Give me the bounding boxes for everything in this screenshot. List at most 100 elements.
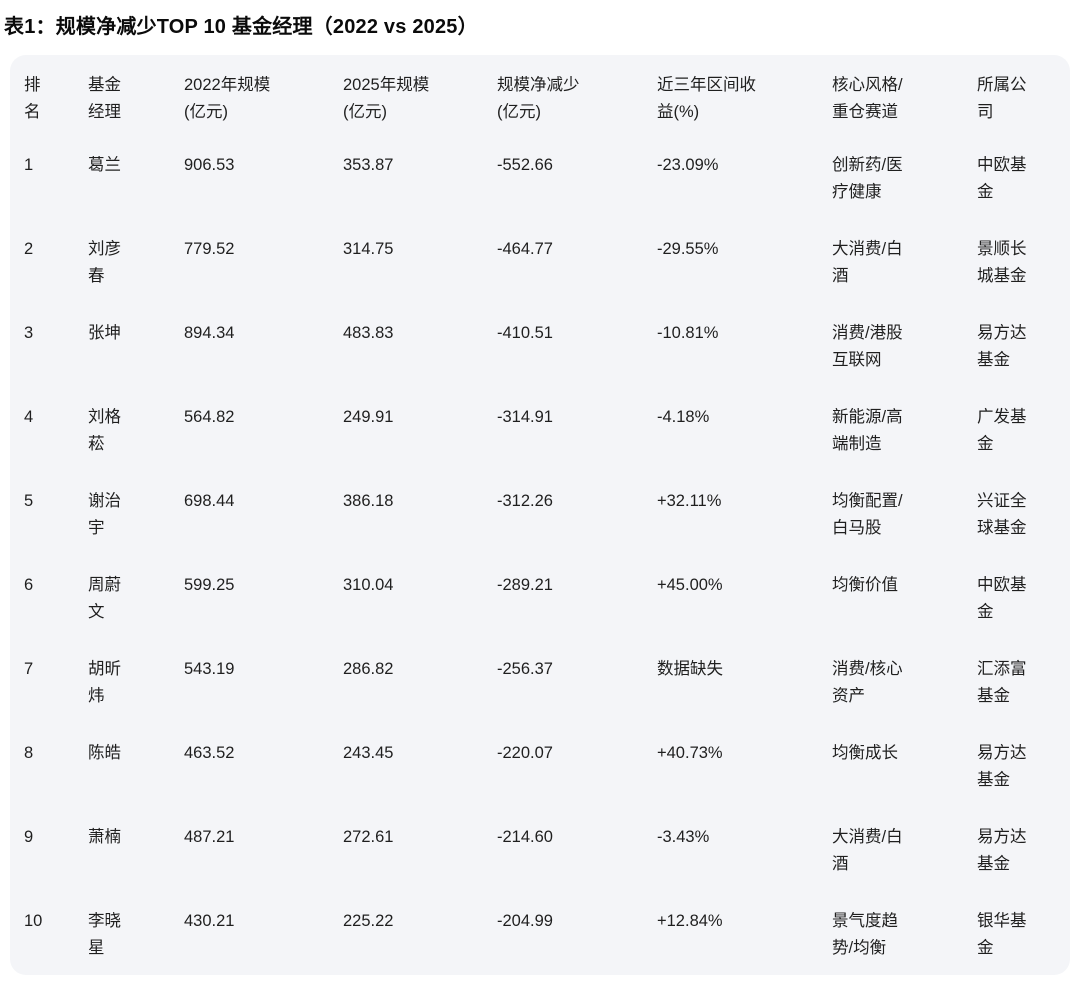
fund-table: 排 名 基金 经理 2022年规模 (亿元) 2025年规模 (亿元) 规模净减… [10,55,1070,975]
cell-company: 易方达 基金 [977,828,1027,873]
cell-manager: 李晓 星 [88,912,121,957]
cell-net-decrease: -214.60 [497,828,553,846]
fund-table-header: 排 名 基金 经理 2022年规模 (亿元) 2025年规模 (亿元) 规模净减… [10,55,1070,135]
table-row: 10 李晓 星 430.21 225.22 -204.99 +12.84% 景气度趋 势/均… [10,891,1070,975]
cell-core-style: 大消费/白 酒 [832,240,903,285]
cell-manager: 谢治 宇 [88,492,121,537]
cell-core-style: 均衡成长 [832,744,898,762]
header-net-decrease: 规模净减少 (亿元) [497,76,580,121]
cell-scale-2025: 243.45 [343,744,394,762]
fund-table-card: 排 名 基金 经理 2022年规模 (亿元) 2025年规模 (亿元) 规模净减… [10,55,1070,975]
cell-rank: 5 [24,492,34,510]
cell-company: 易方达 基金 [977,324,1027,369]
cell-manager: 陈皓 [88,744,121,762]
cell-scale-2022: 894.34 [184,324,235,342]
cell-scale-2022: 463.52 [184,744,235,762]
cell-rank: 8 [24,744,34,762]
cell-rank: 9 [24,828,34,846]
cell-company: 中欧基 金 [977,576,1027,621]
table-row: 7 胡昕 炜 543.19 286.82 -256.37 数据缺失 消费/核心 资产 汇添富 … [10,639,1070,723]
cell-company: 中欧基 金 [977,156,1027,201]
cell-scale-2022: 906.53 [184,156,235,174]
cell-net-decrease: -220.07 [497,744,553,762]
fund-table-body: 1 葛兰 906.53 353.87 -552.66 -23.09% 创新药/医 疗健康 中欧… [10,135,1070,975]
cell-company: 银华基 金 [977,912,1027,957]
cell-3yr-return: +45.00% [657,576,723,594]
cell-core-style: 均衡价值 [832,576,898,594]
cell-scale-2022: 487.21 [184,828,235,846]
header-manager: 基金 经理 [88,76,121,121]
cell-manager: 张坤 [88,324,121,342]
table-row: 3 张坤 894.34 483.83 -410.51 -10.81% 消费/港股 互联网 易方… [10,303,1070,387]
table-row: 8 陈皓 463.52 243.45 -220.07 +40.73% 均衡成长 易方达 基金 [10,723,1070,807]
cell-net-decrease: -464.77 [497,240,553,258]
cell-net-decrease: -204.99 [497,912,553,930]
table-row: 4 刘格 菘 564.82 249.91 -314.91 -4.18% 新能源/高 端制造 广… [10,387,1070,471]
cell-manager: 胡昕 炜 [88,660,121,705]
cell-core-style: 景气度趋 势/均衡 [832,912,898,957]
table-row: 2 刘彦 春 779.52 314.75 -464.77 -29.55% 大消费/白 酒 景顺… [10,219,1070,303]
cell-company: 兴证全 球基金 [977,492,1027,537]
cell-scale-2022: 564.82 [184,408,235,426]
cell-scale-2025: 272.61 [343,828,394,846]
cell-scale-2022: 599.25 [184,576,235,594]
cell-scale-2022: 779.52 [184,240,235,258]
cell-scale-2025: 249.91 [343,408,394,426]
cell-3yr-return: -29.55% [657,240,719,258]
cell-rank: 3 [24,324,34,342]
header-scale-2022: 2022年规模 (亿元) [184,76,271,121]
table-row: 6 周蔚 文 599.25 310.04 -289.21 +45.00% 均衡价值 中欧基 金 [10,555,1070,639]
cell-manager: 葛兰 [88,156,121,174]
table-row: 5 谢治 宇 698.44 386.18 -312.26 +32.11% 均衡配置/ 白马股… [10,471,1070,555]
cell-scale-2025: 386.18 [343,492,394,510]
cell-net-decrease: -314.91 [497,408,553,426]
cell-rank: 6 [24,576,34,594]
table-row: 1 葛兰 906.53 353.87 -552.66 -23.09% 创新药/医 疗健康 中欧… [10,135,1070,219]
cell-3yr-return: -10.81% [657,324,719,342]
cell-core-style: 大消费/白 酒 [832,828,903,873]
cell-scale-2025: 310.04 [343,576,394,594]
cell-3yr-return: +12.84% [657,912,723,930]
cell-company: 广发基 金 [977,408,1027,453]
cell-scale-2025: 314.75 [343,240,394,258]
cell-3yr-return: -23.09% [657,156,719,174]
cell-rank: 4 [24,408,34,426]
header-scale-2025: 2025年规模 (亿元) [343,76,430,121]
cell-manager: 刘彦 春 [88,240,121,285]
cell-core-style: 新能源/高 端制造 [832,408,903,453]
cell-net-decrease: -289.21 [497,576,553,594]
cell-core-style: 创新药/医 疗健康 [832,156,903,201]
table-row: 9 萧楠 487.21 272.61 -214.60 -3.43% 大消费/白 酒 易方达 基… [10,807,1070,891]
header-3yr-return: 近三年区间收 益(%) [657,76,756,121]
cell-rank: 10 [24,912,43,930]
header-company: 所属公 司 [977,76,1027,121]
cell-manager: 周蔚 文 [88,576,121,621]
cell-rank: 7 [24,660,34,678]
cell-scale-2022: 430.21 [184,912,235,930]
cell-3yr-return: 数据缺失 [657,660,723,678]
cell-scale-2025: 286.82 [343,660,394,678]
cell-net-decrease: -552.66 [497,156,553,174]
cell-core-style: 消费/港股 互联网 [832,324,903,369]
cell-net-decrease: -256.37 [497,660,553,678]
cell-manager: 刘格 菘 [88,408,121,453]
cell-core-style: 均衡配置/ 白马股 [832,492,903,537]
table-title: 表1：规模净减少TOP 10 基金经理（2022 vs 2025） [4,16,478,38]
cell-scale-2022: 698.44 [184,492,235,510]
header-rank: 排 名 [24,76,41,121]
cell-net-decrease: -312.26 [497,492,553,510]
cell-3yr-return: -3.43% [657,828,710,846]
cell-core-style: 消费/核心 资产 [832,660,903,705]
header-core-style: 核心风格/ 重仓赛道 [832,76,903,121]
cell-scale-2025: 483.83 [343,324,394,342]
cell-net-decrease: -410.51 [497,324,553,342]
cell-rank: 1 [24,156,34,174]
cell-3yr-return: +40.73% [657,744,723,762]
cell-3yr-return: +32.11% [657,492,722,510]
cell-company: 易方达 基金 [977,744,1027,789]
cell-company: 景顺长 城基金 [977,240,1027,285]
header-row: 排 名 基金 经理 2022年规模 (亿元) 2025年规模 (亿元) 规模净减… [10,55,1070,135]
cell-manager: 萧楠 [88,828,121,846]
cell-company: 汇添富 基金 [977,660,1027,705]
